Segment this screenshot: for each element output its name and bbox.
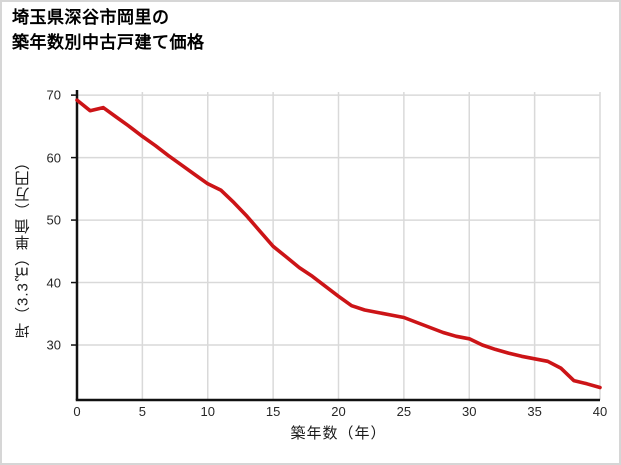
- y-tick-label: 60: [46, 150, 61, 166]
- x-tick-label: 10: [200, 404, 215, 419]
- x-tick-label: 5: [138, 404, 146, 419]
- y-axis-ticks: 30 40 50 60 70: [2, 88, 68, 400]
- x-tick-label: 30: [462, 404, 477, 419]
- line-chart-svg: [71, 90, 602, 402]
- x-tick-label: 20: [331, 404, 346, 419]
- chart-title: 埼玉県深谷市岡里の 築年数別中古戸建て価格: [12, 8, 205, 52]
- x-axis-ticks: 0 5 10 15 20 25 30 35 40: [73, 404, 607, 424]
- y-tick-label: 40: [46, 275, 61, 291]
- x-tick-label: 15: [265, 404, 281, 419]
- x-tick-label: 0: [73, 404, 81, 419]
- x-tick-label: 25: [396, 404, 412, 419]
- plot-area: [71, 90, 602, 402]
- y-tick-label: 30: [46, 337, 61, 353]
- x-tick-label: 40: [592, 404, 608, 419]
- y-tick-label: 70: [46, 87, 61, 103]
- y-tick-label: 50: [46, 212, 61, 228]
- x-axis-label: 築年数（年）: [290, 425, 387, 442]
- x-tick-label: 35: [527, 404, 542, 419]
